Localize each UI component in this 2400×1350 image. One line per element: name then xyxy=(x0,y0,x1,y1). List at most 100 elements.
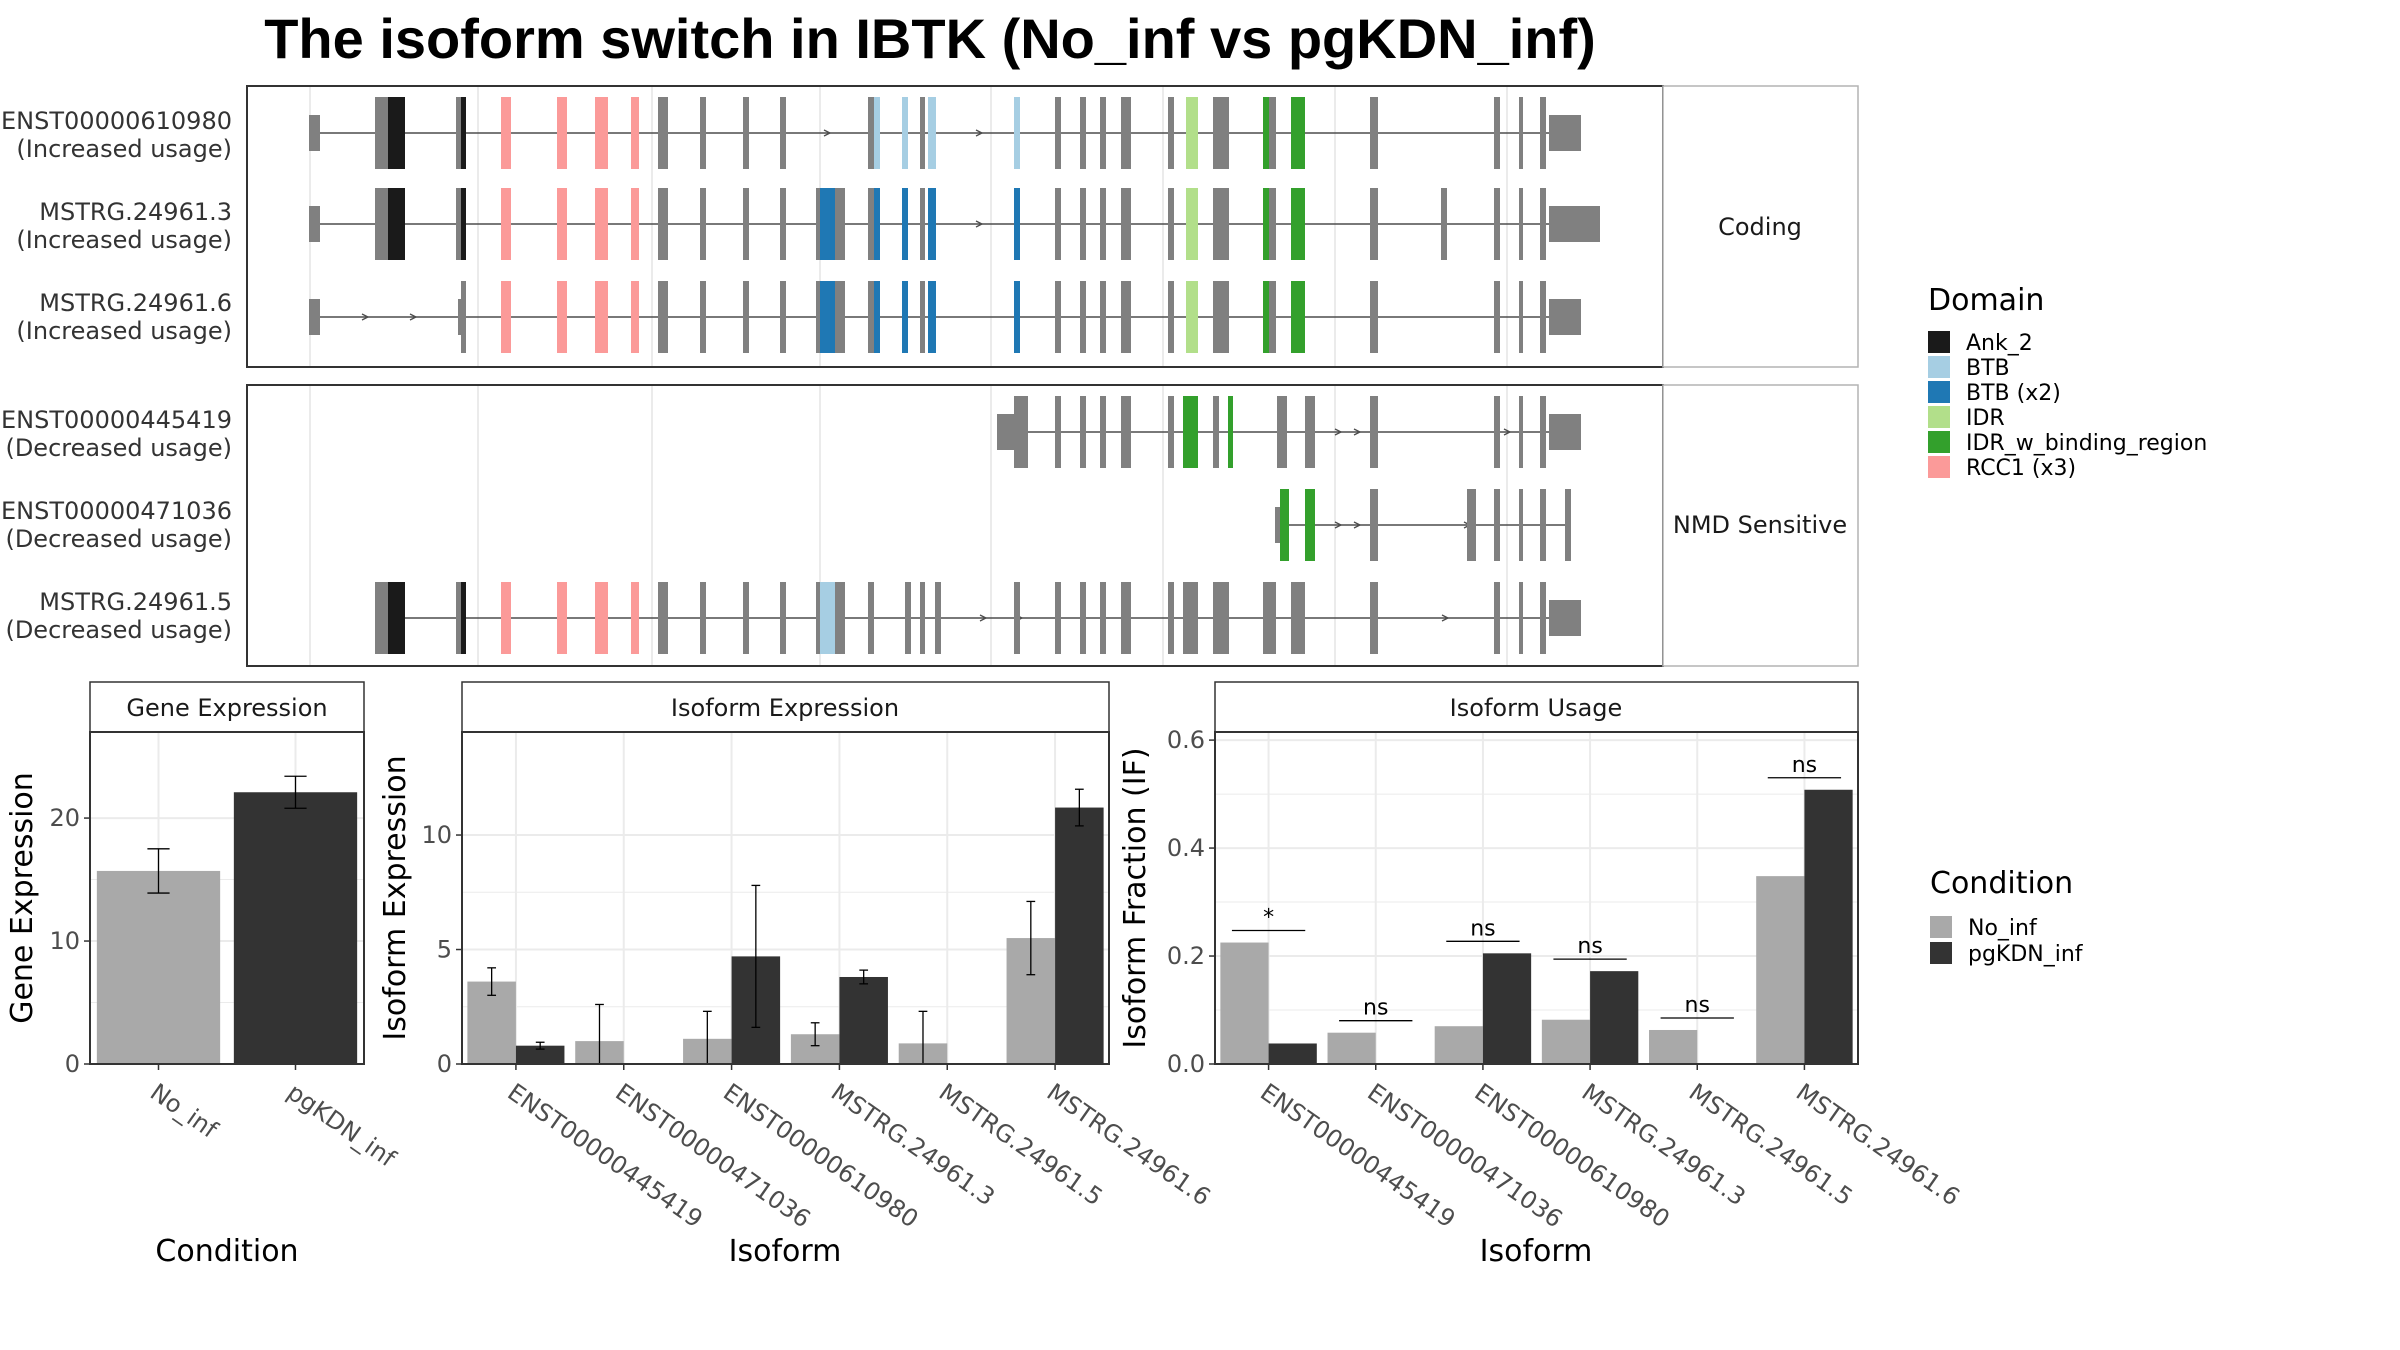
gene-expression-ylabel: Gene Expression xyxy=(5,772,40,1024)
bar-mstrg-24961-3-pgkdn-inf xyxy=(839,976,888,1064)
isoform-label-mstrg-24961-3: MSTRG.24961.3 xyxy=(39,198,232,226)
exon xyxy=(1080,281,1086,353)
domain-exon xyxy=(1280,489,1289,561)
legend-swatch-btb xyxy=(1928,356,1950,378)
y-tick-label: 10 xyxy=(421,821,452,849)
legend-swatch-idr-w-binding-region xyxy=(1928,431,1950,453)
exon xyxy=(1213,281,1229,353)
isoform-note-mstrg-24961-3: (Increased usage) xyxy=(16,226,232,254)
exon xyxy=(743,188,749,260)
legend-swatch-ank-2 xyxy=(1928,331,1950,353)
y-tick-label: 0.4 xyxy=(1167,834,1205,862)
exon xyxy=(456,97,461,169)
exon xyxy=(1370,582,1378,654)
bar-enst00000471036-no-inf xyxy=(1327,1032,1376,1064)
exon xyxy=(700,281,706,353)
bar-enst00000445419-pgkdn-inf xyxy=(1268,1043,1317,1064)
domain-exon xyxy=(1183,396,1198,468)
isoform-usage-title: Isoform Usage xyxy=(1450,694,1623,722)
exon xyxy=(1168,188,1174,260)
bar-enst00000445419-pgkdn-inf xyxy=(515,1045,565,1064)
exon xyxy=(1540,281,1546,353)
domain-exon xyxy=(1263,97,1269,169)
isoform-label-enst00000471036: ENST00000471036 xyxy=(1,497,232,525)
bar-mstrg-24961-3-no-inf xyxy=(1541,1019,1591,1064)
domain-exon xyxy=(461,97,466,169)
significance-label: ns xyxy=(1577,934,1602,959)
isoform-expression-ylabel: Isoform Expression xyxy=(378,755,413,1040)
domain-exon xyxy=(820,188,835,260)
error-bar xyxy=(284,775,307,809)
bar-mstrg-24961-6-pgkdn-inf xyxy=(1055,807,1104,1064)
exon xyxy=(1121,188,1131,260)
bar-mstrg-24961-6-pgkdn-inf xyxy=(1804,789,1853,1064)
legend-swatch-idr xyxy=(1928,406,1950,428)
exon xyxy=(743,97,749,169)
strand-arrow xyxy=(975,129,984,137)
exon xyxy=(700,582,706,654)
isoform-usage-x-ticks: ENST00000445419ENST00000471036ENST000006… xyxy=(1255,1064,1965,1233)
utr-exon xyxy=(309,206,320,242)
track-enst00000445419 xyxy=(997,396,1581,468)
legend-label-idr-w-binding-region: IDR_w_binding_region xyxy=(1966,431,2207,456)
exon xyxy=(816,281,820,353)
domain-exon xyxy=(557,188,567,260)
error-bar xyxy=(751,884,761,1029)
exon xyxy=(700,188,706,260)
condition-legend-title: Condition xyxy=(1930,866,2073,901)
domain-exon xyxy=(388,582,394,654)
exon xyxy=(1100,281,1106,353)
domain-exon xyxy=(501,582,511,654)
utr-exon xyxy=(1549,414,1562,450)
exon xyxy=(835,582,845,654)
domain-exon xyxy=(388,97,394,169)
exon xyxy=(1370,281,1378,353)
isoform-expression-chart: Isoform Expression 0 5 10 ENST00000445419E… xyxy=(378,681,1216,1269)
exon xyxy=(1055,396,1061,468)
gene-expression-frame xyxy=(89,731,365,1065)
y-tick-label: 5 xyxy=(437,936,452,964)
error-bar xyxy=(1026,900,1036,976)
exon xyxy=(1100,582,1106,654)
exon xyxy=(835,281,845,353)
exon xyxy=(1168,582,1174,654)
nmd-strip xyxy=(1662,384,1859,667)
isoform-usage-bars: * ns ns ns ns ns xyxy=(1220,753,1853,1064)
exon xyxy=(1471,489,1476,561)
exon xyxy=(920,188,925,260)
exon xyxy=(1519,396,1523,468)
isoform-expression-frame xyxy=(461,731,1110,1065)
exon xyxy=(375,97,388,169)
exon xyxy=(1540,489,1546,561)
domain-exon xyxy=(388,188,394,260)
utr-exon xyxy=(309,299,320,335)
isoform-label-enst00000610980: ENST00000610980 xyxy=(1,107,232,135)
exon xyxy=(1494,281,1500,353)
error-bar xyxy=(535,1041,545,1050)
exon xyxy=(1121,396,1131,468)
exon xyxy=(868,97,874,169)
legend-swatch-pgkdn-inf xyxy=(1930,942,1952,964)
exon xyxy=(780,582,786,654)
domain-legend-title: Domain xyxy=(1928,283,2044,318)
exon xyxy=(1100,188,1106,260)
domain-exon xyxy=(501,281,511,353)
strand-arrow xyxy=(1353,521,1362,529)
track-enst00000610980 xyxy=(309,97,1581,169)
domain-exon xyxy=(820,281,835,353)
exon xyxy=(1269,97,1276,169)
domain-exon xyxy=(631,188,639,260)
y-tick-label: 20 xyxy=(49,804,80,832)
domain-exon xyxy=(501,97,511,169)
legend-label-pgkdn-inf: pgKDN_inf xyxy=(1968,942,2084,967)
isoform-label-enst00000445419: ENST00000445419 xyxy=(1,406,232,434)
utr-exon xyxy=(1562,206,1600,242)
domain-exon xyxy=(874,188,880,260)
exon xyxy=(658,281,668,353)
exon xyxy=(1055,281,1061,353)
x-tick-label-enst00000445419: ENST00000445419 xyxy=(502,1078,707,1233)
track-mstrg-24961-5 xyxy=(375,582,1581,654)
exon xyxy=(1519,582,1523,654)
domain-exon xyxy=(1291,97,1305,169)
exon xyxy=(1121,97,1131,169)
